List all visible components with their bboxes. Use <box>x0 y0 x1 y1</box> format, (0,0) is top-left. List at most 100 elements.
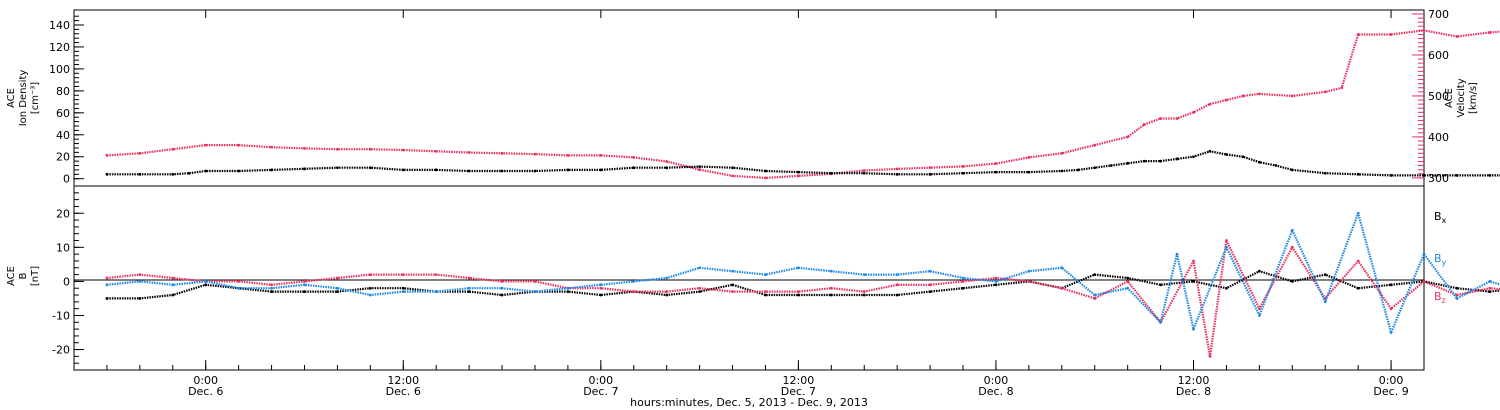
series-bz-point <box>796 290 800 294</box>
series-bx-point <box>303 290 306 294</box>
series-density-point <box>303 167 306 171</box>
series-bz-point <box>138 273 142 276</box>
series-velocity-point <box>1323 90 1327 94</box>
series-velocity-point <box>731 174 734 178</box>
series-bz-point <box>237 280 241 283</box>
series-velocity-point <box>533 152 537 156</box>
series-density-point <box>270 168 273 172</box>
series-by-point <box>533 290 537 294</box>
series-density-point <box>138 172 142 176</box>
xtick-day-label: Dec. 8 <box>1176 385 1211 398</box>
series-bx-point <box>599 293 603 297</box>
series-density-point <box>1225 153 1228 156</box>
series-velocity-point <box>336 147 339 151</box>
series-density-point <box>1274 164 1278 167</box>
series-density-point <box>928 172 932 176</box>
series-by-point <box>731 269 734 273</box>
series-velocity-point <box>632 156 636 159</box>
series-velocity-point <box>270 145 273 149</box>
series-velocity-point <box>1208 102 1212 106</box>
series-density-point <box>961 171 965 175</box>
series-bz-point <box>764 290 767 294</box>
series-density-point <box>237 169 241 173</box>
series-density-point <box>895 172 899 176</box>
series-bz-point <box>467 276 471 280</box>
series-by-point <box>1159 320 1162 324</box>
series-bx-point <box>698 290 702 294</box>
series-bz-point <box>105 276 109 280</box>
series-by-point <box>796 266 800 270</box>
legend-by: By <box>1434 252 1447 267</box>
series-by-point <box>665 276 669 280</box>
xtick-day-label: Dec. 9 <box>1373 385 1408 398</box>
series-bx-point <box>829 293 833 297</box>
series-by-point <box>1323 300 1327 304</box>
series-bx-point <box>796 293 800 297</box>
series-by-point <box>138 280 142 283</box>
series-bz-point <box>1389 307 1393 311</box>
series-velocity-point <box>1142 123 1146 127</box>
series-by-point <box>764 273 767 276</box>
series-bz-point <box>171 276 175 280</box>
xtick-day-label: Dec. 6 <box>386 385 421 398</box>
series-bz-point <box>895 283 899 287</box>
series-bz-point <box>665 290 669 294</box>
series-by-point <box>1455 297 1459 300</box>
series-by-point <box>632 280 636 283</box>
series-bz-point <box>1356 259 1360 263</box>
series-density-point <box>1142 159 1146 163</box>
series-velocity-point <box>1340 86 1344 90</box>
series-by-point <box>961 276 965 280</box>
xtick-day-label: Dec. 6 <box>188 385 223 398</box>
series-velocity-point <box>764 176 767 180</box>
series-by-point <box>1093 293 1097 297</box>
series-bx-point <box>1455 286 1459 290</box>
series-velocity-point <box>401 148 405 152</box>
series-velocity-point <box>1290 94 1294 98</box>
ylabel-velocity-2: Velocity <box>1456 78 1467 117</box>
series-bx-point <box>270 290 273 294</box>
series-velocity-point <box>1126 135 1130 139</box>
ylabel-b-2: B <box>18 272 29 279</box>
series-bz-point <box>368 273 372 276</box>
series-density-point <box>1175 157 1179 161</box>
series-velocity-point <box>1422 28 1426 32</box>
series-density-point <box>665 166 669 170</box>
series-density-point <box>566 168 570 172</box>
series-velocity-point <box>796 174 800 178</box>
series-bx-point <box>862 293 866 297</box>
series-velocity-point <box>1257 92 1261 96</box>
series-bz-point <box>336 276 339 280</box>
series-by-point <box>1192 327 1195 331</box>
series-density-point <box>1356 172 1360 176</box>
series-density-point <box>862 171 866 175</box>
series-density-point <box>1109 164 1113 167</box>
series-velocity-point <box>895 167 899 171</box>
series-velocity-point <box>237 143 241 147</box>
series-bz-point <box>1257 307 1261 311</box>
ytick-label-b: 20 <box>56 207 70 220</box>
ytick-label-velocity: 500 <box>1428 90 1449 103</box>
series-by-point <box>1027 269 1031 273</box>
series-bx-point <box>204 283 208 287</box>
series-bz <box>106 239 1500 358</box>
series-bx-point <box>1488 290 1492 294</box>
ytick-label-density: 120 <box>49 41 70 54</box>
series-bz-point <box>994 276 998 280</box>
ytick-label-velocity: 600 <box>1428 49 1449 62</box>
series-bz-point <box>1455 293 1459 297</box>
ylabel-density-2: Ion Density <box>18 70 29 127</box>
series-density-point <box>1422 174 1426 177</box>
series-velocity-point <box>1389 33 1393 36</box>
series-bx-point <box>105 297 109 300</box>
series-density-point <box>1126 161 1130 165</box>
series-velocity-point <box>1027 156 1031 159</box>
series-velocity-point <box>204 143 208 147</box>
series-velocity-point <box>1455 35 1459 38</box>
series-bx-point <box>1323 273 1327 276</box>
series-density-point <box>467 169 471 173</box>
ytick-label-b: 0 <box>63 275 70 288</box>
series-bz-point <box>599 286 603 290</box>
series-density-point <box>1488 174 1492 177</box>
ytick-label-density: 140 <box>49 19 70 32</box>
